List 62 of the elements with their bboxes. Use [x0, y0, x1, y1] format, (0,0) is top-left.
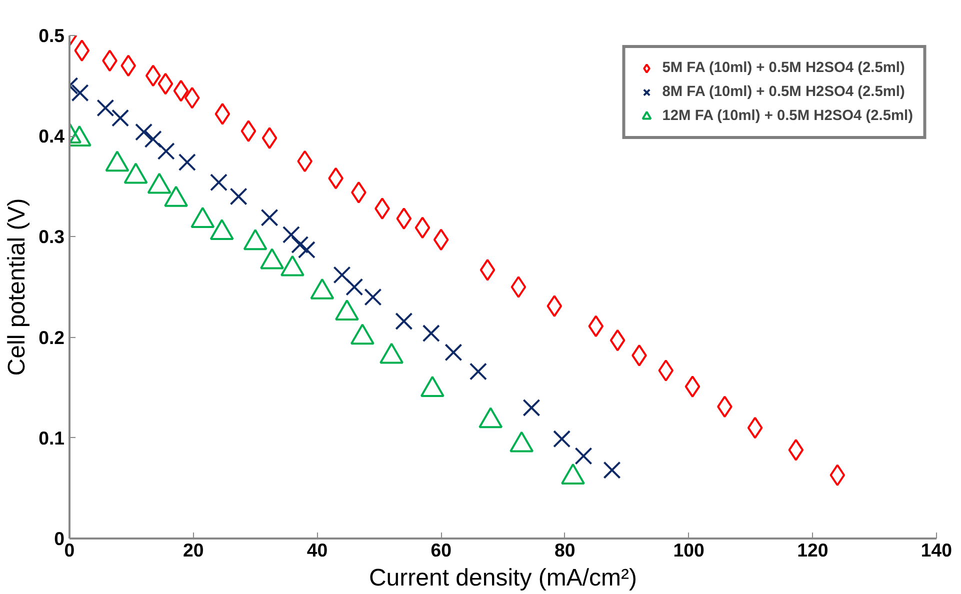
point — [747, 416, 763, 439]
y-tick-label: 0.1 — [38, 427, 65, 448]
point — [135, 123, 153, 141]
point — [522, 398, 540, 416]
x-tick-label: 120 — [797, 540, 828, 560]
point — [603, 461, 621, 479]
point — [658, 360, 674, 382]
legend-label: 8M FA (10ml) + 0.5M H2SO4 (2.5ml) — [662, 84, 905, 100]
point — [260, 208, 278, 226]
point — [610, 329, 626, 352]
point — [262, 127, 278, 150]
point — [364, 288, 382, 306]
y-tick-label: 0.2 — [38, 326, 65, 348]
point — [788, 438, 804, 461]
point — [346, 278, 364, 296]
y-axis-title: Cell potential (V) — [4, 198, 31, 376]
x-tick-label: 80 — [554, 540, 576, 560]
point — [157, 142, 175, 160]
point — [74, 40, 90, 62]
y-tick-label: 0.4 — [38, 126, 66, 147]
point — [298, 241, 316, 259]
point — [574, 447, 592, 465]
point — [588, 315, 604, 338]
point — [395, 312, 413, 330]
x-tick-label: 60 — [430, 540, 452, 560]
point — [333, 266, 351, 284]
legend-label: 12M FA (10ml) + 0.5M H2SO4 (2.5ml) — [662, 108, 913, 124]
point — [112, 109, 130, 127]
point — [96, 99, 114, 117]
point — [480, 258, 496, 281]
x-tick-label: 140 — [920, 540, 952, 560]
x-tick-label: 40 — [306, 540, 328, 560]
point — [214, 102, 230, 125]
point — [546, 295, 562, 318]
point — [178, 153, 196, 172]
point — [414, 216, 430, 239]
point — [210, 174, 228, 192]
point — [553, 430, 571, 448]
point — [144, 130, 162, 148]
point — [71, 84, 89, 102]
point — [396, 208, 412, 230]
x-axis-title: Current density (mA/cm²) — [368, 564, 638, 592]
point — [282, 226, 300, 244]
point — [184, 86, 200, 109]
point — [433, 228, 449, 251]
y-tick-label: 0.3 — [38, 226, 65, 248]
point — [444, 344, 462, 362]
x-tick-label: 20 — [182, 540, 204, 560]
legend-label: 5M FA (10ml) + 0.5M H2SO4 (2.5ml) — [662, 60, 905, 76]
point — [145, 64, 161, 87]
point — [158, 72, 174, 95]
point — [291, 236, 309, 254]
point — [173, 80, 189, 102]
point — [510, 276, 526, 298]
point — [830, 464, 846, 486]
point — [240, 120, 256, 142]
x-tick-label: 100 — [673, 540, 704, 560]
point — [422, 324, 440, 342]
y-tick-label: 0.5 — [38, 25, 65, 46]
point — [684, 376, 700, 398]
point — [469, 362, 488, 380]
point — [230, 188, 248, 206]
